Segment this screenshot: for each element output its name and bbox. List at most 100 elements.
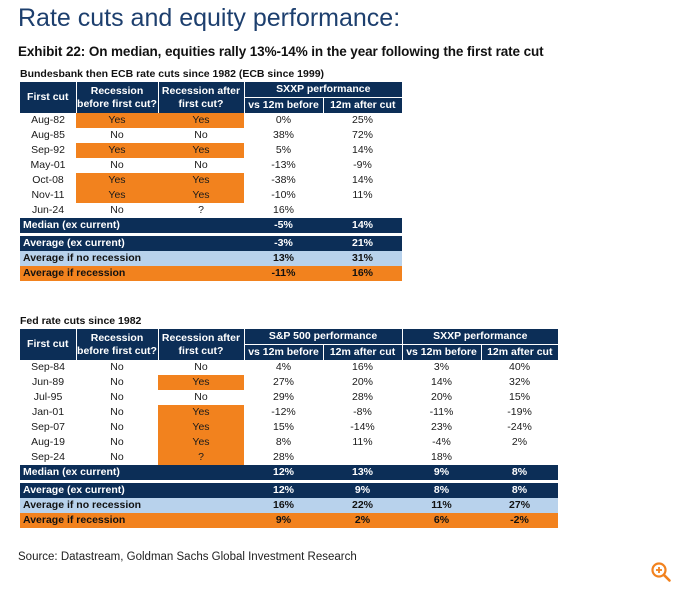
table-row: Sep-92 Yes Yes 5% 14% (20, 143, 402, 158)
table-row: Jun-89 No Yes 27% 20% 14% 32% (20, 375, 558, 390)
summary-row-average: Average (ex current) 12% 9% 8% 8% (20, 483, 559, 498)
table-row: Jun-24 No ? 16% (20, 203, 402, 218)
summary-label: Average if recession (20, 266, 244, 281)
summary-sxxp-after: -2% (481, 513, 559, 528)
table-row: Oct-08 Yes Yes -38% 14% (20, 173, 402, 188)
sxxp-before-cell: -10% (271, 189, 296, 201)
recession-after-cell: ? (198, 204, 204, 216)
header-12m-after-cut: 12m after cut (323, 97, 403, 113)
cut-date: Aug-19 (31, 436, 65, 448)
recession-before-cell: No (110, 436, 124, 448)
sxxp-after-cell: 72% (352, 129, 374, 141)
summary-sp500-before: 12% (244, 465, 323, 480)
table1-caption: Bundesbank then ECB rate cuts since 1982… (20, 68, 325, 80)
summary-before: 13% (244, 251, 323, 266)
header-vs-12m-before: vs 12m before (244, 344, 324, 360)
summary-row-recession: Average if recession 9% 2% 6% -2% (20, 513, 559, 528)
recession-after-cell: Yes (158, 173, 244, 188)
recession-after-cell: Yes (158, 435, 244, 450)
sp500-before-cell: 8% (275, 436, 292, 448)
summary-after: 14% (323, 218, 403, 233)
sp500-before-cell: 28% (272, 451, 294, 463)
cut-date: Aug-85 (31, 129, 65, 141)
summary-sxxp-after: 8% (481, 465, 559, 480)
sxxp-after-cell: -19% (507, 406, 532, 418)
recession-after-cell: Yes (158, 405, 244, 420)
table-row: Aug-85 No No 38% 72% (20, 128, 402, 143)
sxxp-before-cell: -4% (432, 436, 451, 448)
summary-sp500-after: 13% (323, 465, 403, 480)
header-first-cut: First cut (20, 82, 77, 113)
summary-sp500-after: 2% (323, 513, 403, 528)
sxxp-before-cell: 0% (275, 114, 292, 126)
header-vs-12m-before: vs 12m before (244, 97, 324, 113)
sxxp-after-cell: -9% (353, 159, 372, 171)
header-recession-after: Recession after first cut? (158, 329, 245, 360)
table-row: Jan-01 No Yes -12% -8% -11% -19% (20, 405, 558, 420)
sp500-before-cell: 29% (272, 391, 294, 403)
sxxp-after-cell: 11% (352, 189, 373, 201)
table-row: Aug-82 Yes Yes 0% 25% (20, 113, 402, 128)
recession-before-cell: No (110, 361, 124, 373)
sxxp-before-cell: -13% (271, 159, 296, 171)
recession-before-cell: No (110, 204, 124, 216)
cut-date: Jun-24 (31, 204, 65, 216)
recession-after-cell: Yes (158, 375, 244, 390)
sp500-after-cell: 16% (352, 361, 374, 373)
cut-date: Oct-08 (32, 174, 64, 186)
sxxp-after-cell: 25% (352, 114, 374, 126)
summary-sp500-before: 9% (244, 513, 323, 528)
table1-ecb-rate-cuts: First cut Recession before first cut? Re… (20, 82, 403, 281)
table-row: Aug-19 No Yes 8% 11% -4% 2% (20, 435, 558, 450)
header-12m-after-cut: 12m after cut (323, 344, 403, 360)
recession-before-cell: Yes (76, 143, 158, 158)
summary-after: 16% (323, 266, 403, 281)
sp500-after-cell: -14% (350, 421, 375, 433)
sp500-after-cell: 28% (352, 391, 374, 403)
recession-before-cell: No (110, 406, 124, 418)
sp500-after-cell: -8% (353, 406, 372, 418)
recession-after-cell: Yes (158, 113, 244, 128)
sxxp-before-cell: 5% (275, 144, 292, 156)
summary-label: Average if recession (20, 513, 244, 528)
sxxp-before-cell: 38% (272, 129, 294, 141)
sxxp-before-cell: 20% (431, 391, 453, 403)
cut-date: Nov-11 (31, 189, 65, 201)
summary-label: Average (ex current) (20, 483, 244, 498)
table-row: Jul-95 No No 29% 28% 20% 15% (20, 390, 558, 405)
cut-date: Sep-24 (31, 451, 65, 463)
recession-before-cell: No (110, 451, 124, 463)
summary-row-no-recession: Average if no recession 13% 31% (20, 251, 403, 266)
recession-after-cell: No (194, 159, 208, 171)
zoom-in-icon[interactable] (650, 561, 672, 583)
sxxp-before-cell: 23% (431, 421, 453, 433)
sxxp-after-cell (323, 203, 402, 218)
summary-sp500-before: 12% (244, 483, 323, 498)
cut-date: Jun-89 (31, 376, 65, 388)
header-first-cut: First cut (20, 329, 77, 360)
cut-date: Sep-07 (31, 421, 65, 433)
page-title: Rate cuts and equity performance: (18, 4, 401, 32)
header-recession-before: Recession before first cut? (76, 329, 159, 360)
sxxp-after-cell: 40% (509, 361, 531, 373)
sxxp-before-cell: 14% (431, 376, 453, 388)
source-note: Source: Datastream, Goldman Sachs Global… (18, 551, 357, 563)
sp500-before-cell: 15% (272, 421, 294, 433)
table2-caption: Fed rate cuts since 1982 (20, 315, 142, 327)
recession-after-cell: No (194, 391, 208, 403)
sp500-after-cell: 11% (352, 436, 373, 448)
sxxp-after-cell: 14% (352, 144, 374, 156)
recession-after-cell: No (194, 129, 208, 141)
summary-label: Average (ex current) (20, 236, 244, 251)
summary-sxxp-after: 27% (481, 498, 559, 513)
summary-sxxp-before: 11% (402, 498, 482, 513)
table2-fed-rate-cuts: First cut Recession before first cut? Re… (20, 329, 559, 528)
summary-sxxp-before: 6% (402, 513, 482, 528)
recession-after-cell: Yes (158, 188, 244, 203)
summary-label: Average if no recession (20, 498, 244, 513)
sp500-after-cell: 20% (352, 376, 374, 388)
summary-sxxp-before: 8% (402, 483, 482, 498)
summary-before: -5% (244, 218, 323, 233)
sxxp-after-cell: 15% (509, 391, 531, 403)
table-row: Sep-07 No Yes 15% -14% 23% -24% (20, 420, 558, 435)
